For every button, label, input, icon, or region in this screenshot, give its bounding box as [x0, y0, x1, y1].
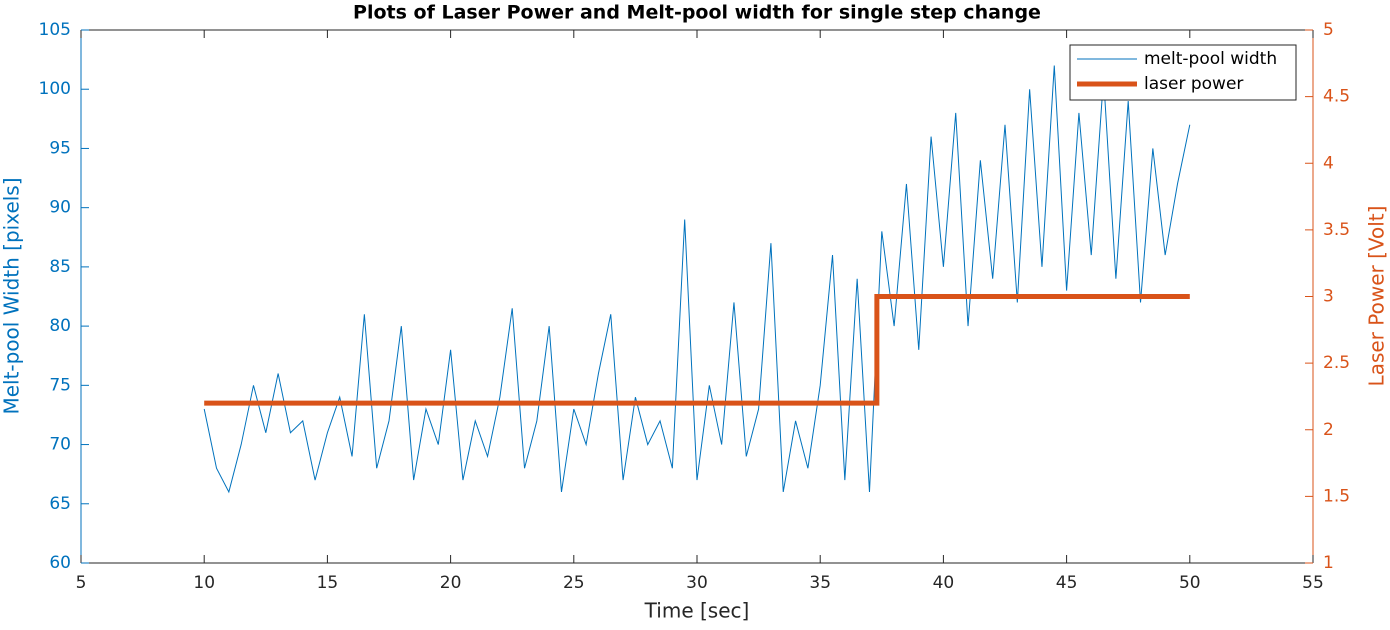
- x-tick-label: 25: [563, 573, 585, 593]
- y2-tick-label: 4: [1323, 153, 1334, 173]
- x-axis-label: Time [sec]: [644, 599, 750, 623]
- legend-label: laser power: [1144, 74, 1243, 94]
- y2-tick-label: 4.5: [1323, 87, 1350, 107]
- chart-title: Plots of Laser Power and Melt-pool width…: [353, 2, 1041, 24]
- y-tick-label: 105: [39, 20, 71, 40]
- y-axis-label: Melt-pool Width [pixels]: [0, 177, 24, 414]
- y-tick-label: 65: [49, 494, 71, 514]
- x-tick-label: 35: [809, 573, 831, 593]
- x-tick-label: 10: [193, 573, 215, 593]
- legend-box: [1069, 44, 1297, 101]
- line-series: [204, 294, 1190, 406]
- y2-tick-label: 3.5: [1323, 220, 1350, 240]
- y2-tick-label: 2: [1323, 420, 1334, 440]
- x-tick-label: 5: [76, 573, 87, 593]
- x-tick-label: 40: [933, 573, 955, 593]
- y-tick-label: 70: [49, 435, 71, 455]
- y-tick-label: 90: [49, 198, 71, 218]
- line-series: [203, 65, 1191, 494]
- y-tick-label: 100: [39, 79, 71, 99]
- y-tick-label: 60: [49, 553, 71, 573]
- y-tick-label: 75: [49, 375, 71, 395]
- y-tick-label: 95: [49, 138, 71, 158]
- x-tick-label: 30: [686, 573, 708, 593]
- y2-tick-label: 1: [1323, 553, 1334, 573]
- y2-axis-label: Laser Power [Volt]: [1365, 206, 1389, 387]
- y-tick-label: 80: [49, 316, 71, 336]
- x-tick-label: 45: [1056, 573, 1078, 593]
- x-tick-label: 50: [1179, 573, 1201, 593]
- y2-tick-label: 2.5: [1323, 353, 1350, 373]
- y-tick-label: 85: [49, 257, 71, 277]
- y2-tick-label: 1.5: [1323, 486, 1350, 506]
- y2-tick-label: 3: [1323, 287, 1334, 307]
- legend-label: melt-pool width: [1144, 49, 1277, 69]
- x-tick-label: 55: [1302, 573, 1324, 593]
- x-tick-label: 15: [317, 573, 339, 593]
- x-tick-label: 20: [440, 573, 462, 593]
- y2-tick-label: 5: [1323, 20, 1334, 40]
